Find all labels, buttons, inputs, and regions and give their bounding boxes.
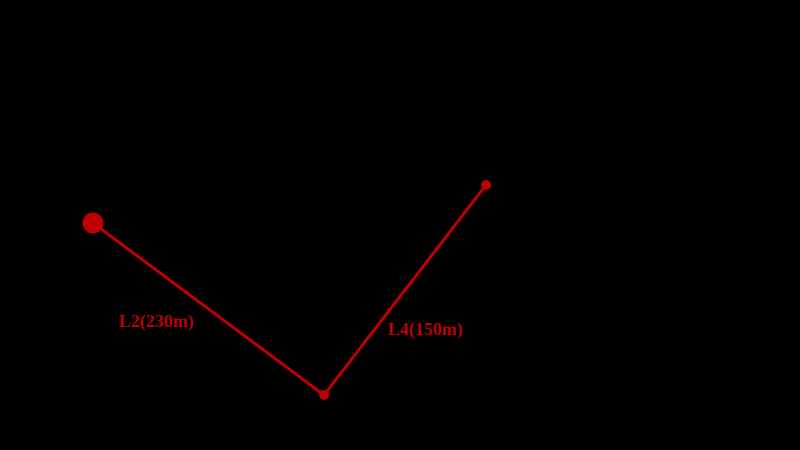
svg-text:L4(150m): L4(150m) xyxy=(388,319,463,340)
svg-text:L2(230m): L2(230m) xyxy=(119,311,194,332)
